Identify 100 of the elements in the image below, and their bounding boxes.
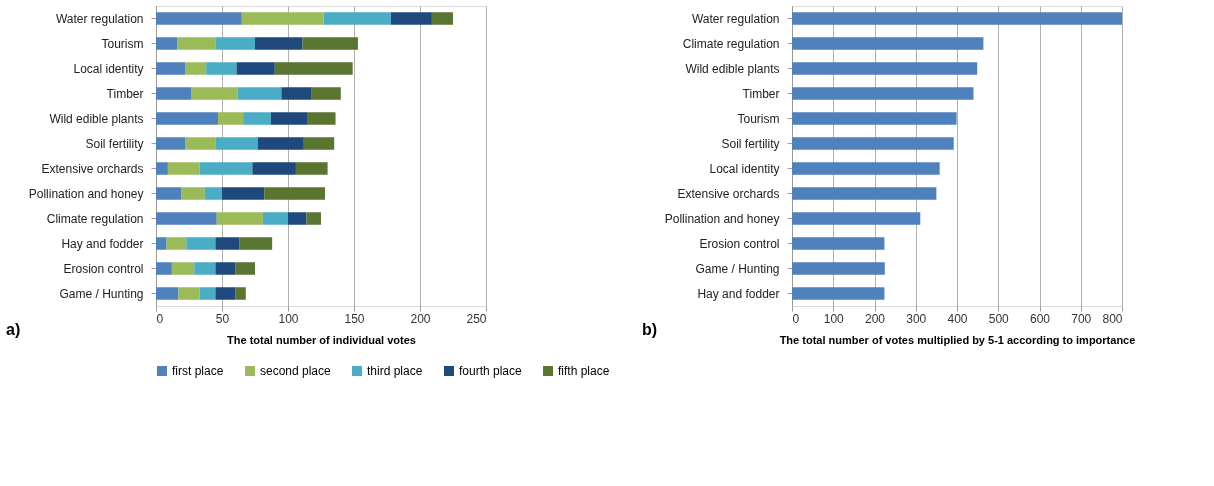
- y-tick-label: Water regulation: [55, 11, 144, 26]
- y-tick-label: Erosion control: [699, 236, 780, 251]
- bar: [171, 262, 195, 275]
- x-tick-label: 300: [906, 311, 927, 326]
- bar: [237, 87, 282, 100]
- x-tick-label: 250: [466, 311, 487, 326]
- y-tick-label: Soil fertility: [85, 136, 144, 151]
- x-tick-label: 150: [344, 311, 365, 326]
- y-tick-label: Pollination and honey: [28, 186, 144, 201]
- bar: [156, 112, 219, 125]
- bar: [302, 37, 358, 50]
- x-tick-label: 400: [947, 311, 968, 326]
- bar: [792, 137, 954, 150]
- bar: [792, 112, 957, 125]
- bar: [199, 287, 216, 300]
- bar: [156, 37, 178, 50]
- y-tick-label: Local identity: [73, 61, 144, 76]
- bar: [215, 137, 258, 150]
- bar: [255, 37, 303, 50]
- y-tick-label: Local identity: [709, 161, 780, 176]
- text: a): [6, 321, 21, 338]
- bar: [204, 187, 222, 200]
- y-tick-label: Timber: [742, 86, 780, 101]
- bar: [306, 212, 321, 225]
- bar: [295, 162, 328, 175]
- bar: [241, 12, 324, 25]
- x-tick-label: 0: [792, 311, 800, 326]
- bar: [191, 87, 238, 100]
- y-tick-label: Timber: [106, 86, 144, 101]
- bar: [236, 62, 275, 75]
- bar: [178, 287, 200, 300]
- bar: [216, 212, 263, 225]
- bar: [186, 237, 216, 250]
- bar: [792, 37, 984, 50]
- y-tick-label: Pollination and honey: [664, 211, 780, 226]
- y-tick-label: Climate regulation: [682, 36, 780, 51]
- y-tick-label: Tourism: [101, 36, 144, 51]
- bar: [792, 62, 978, 75]
- y-tick-label: Soil fertility: [721, 136, 780, 151]
- legend-label: fourth place: [459, 364, 523, 378]
- bar: [281, 87, 312, 100]
- x-tick-label: 0: [156, 311, 164, 326]
- bar: [390, 12, 432, 25]
- legend-label: second place: [260, 364, 332, 378]
- bar: [156, 212, 217, 225]
- x-tick-label: 100: [823, 311, 845, 326]
- bar: [792, 87, 974, 100]
- bar: [431, 12, 453, 25]
- bar: [262, 212, 288, 225]
- bar: [311, 87, 341, 100]
- bar: [307, 112, 336, 125]
- bar: [167, 162, 200, 175]
- bar: [792, 237, 885, 250]
- bar: [156, 137, 186, 150]
- bar: [215, 237, 240, 250]
- legend-label: third place: [367, 364, 423, 378]
- y-tick-label: Tourism: [737, 111, 780, 126]
- x-tick-label: 50: [215, 311, 230, 326]
- bar: [181, 187, 205, 200]
- x-tick-label: 200: [864, 311, 886, 326]
- bar: [206, 62, 237, 75]
- bar: [288, 212, 307, 225]
- y-tick-label: Erosion control: [63, 261, 144, 276]
- bar: [156, 12, 242, 25]
- bar: [323, 12, 391, 25]
- bar: [185, 62, 207, 75]
- bar: [185, 137, 216, 150]
- y-tick-label: Extensive orchards: [41, 161, 144, 176]
- bar: [235, 262, 255, 275]
- y-tick-label: Game / Hunting: [59, 286, 144, 301]
- bar: [235, 287, 246, 300]
- y-tick-label: Climate regulation: [46, 211, 144, 226]
- bar: [218, 112, 244, 125]
- bar: [156, 262, 172, 275]
- bar: [215, 262, 236, 275]
- y-tick-label: Hay and fodder: [61, 236, 144, 251]
- bar: [792, 262, 885, 275]
- y-tick-label: Wild edible plants: [685, 61, 780, 76]
- bar: [792, 162, 940, 175]
- bar: [792, 212, 921, 225]
- y-tick-label: Hay and fodder: [697, 286, 780, 301]
- y-tick-label: Water regulation: [691, 11, 780, 26]
- bar: [194, 262, 216, 275]
- bar: [215, 37, 255, 50]
- bar: [252, 162, 296, 175]
- x-tick-label: 800: [1102, 311, 1123, 326]
- bar: [792, 12, 1122, 25]
- x-tick-label: 700: [1071, 311, 1092, 326]
- legend-label: fifth place: [558, 364, 610, 378]
- x-tick-label: 100: [278, 311, 299, 326]
- legend-label: first place: [172, 364, 224, 378]
- y-tick-label: Wild edible plants: [49, 111, 144, 126]
- bar: [156, 287, 179, 300]
- bar: [215, 287, 236, 300]
- x-tick-label: 500: [988, 311, 1010, 326]
- x-axis-title: The total number of votes multiplied by 5-1 according to importance: [779, 333, 1136, 346]
- x-axis-title: The total number of individual votes: [227, 333, 416, 346]
- bar: [264, 187, 325, 200]
- bar: [792, 287, 885, 300]
- bar: [792, 187, 937, 200]
